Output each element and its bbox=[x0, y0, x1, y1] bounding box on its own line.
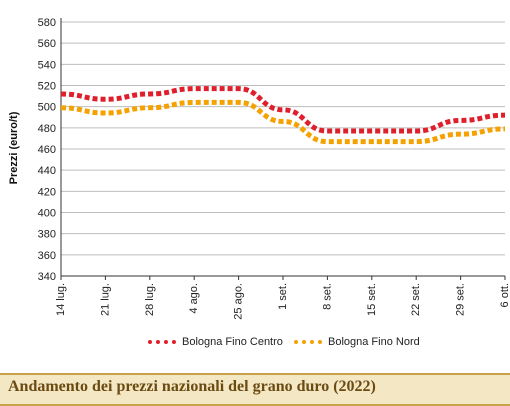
x-tick-label: 28 lug. bbox=[144, 283, 156, 316]
axes bbox=[60, 18, 505, 277]
y-tick-label: 440 bbox=[38, 165, 56, 177]
x-tick-label: 14 lug. bbox=[55, 283, 67, 316]
x-tick-label: 29 set. bbox=[455, 283, 467, 316]
x-tick-label: 4 ago. bbox=[188, 283, 200, 314]
legend-item-centro: Bologna Fino Centro bbox=[148, 330, 283, 354]
y-tick-label: 380 bbox=[38, 229, 56, 241]
y-tick-label: 400 bbox=[38, 208, 56, 220]
y-axis-label: Prezzi (euro/t) bbox=[8, 111, 20, 184]
y-tick-label: 580 bbox=[38, 17, 56, 29]
legend-swatch-centro bbox=[148, 340, 176, 344]
legend-label-nord: Bologna Fino Nord bbox=[328, 336, 420, 348]
y-tick-label: 420 bbox=[38, 186, 56, 198]
y-axis-ticks: 580 560 540 520 500 480 460 440 420 400 380 360 340 bbox=[38, 17, 56, 283]
y-tick-label: 480 bbox=[38, 123, 56, 135]
x-tick-label: 1 set. bbox=[277, 283, 289, 310]
y-tick-label: 360 bbox=[38, 250, 56, 262]
y-tick-label: 500 bbox=[38, 102, 56, 114]
y-tick-label: 540 bbox=[38, 59, 56, 71]
series-line-1 bbox=[60, 99, 506, 145]
x-tick-label: 6 ott. bbox=[499, 283, 510, 307]
x-tick-label: 25 ago. bbox=[233, 283, 245, 320]
x-tick-label: 8 set. bbox=[321, 283, 333, 310]
x-tick-label: 22 set. bbox=[410, 283, 422, 316]
line-chart: 580560540520500480460440420400380360340 … bbox=[8, 17, 510, 320]
legend-swatch-nord bbox=[294, 340, 322, 344]
x-tick-label: 21 lug. bbox=[99, 283, 111, 316]
series-line-0 bbox=[60, 86, 506, 134]
chart-title-bar: Andamento dei prezzi nazionali del grano… bbox=[0, 373, 510, 406]
y-tick-label: 460 bbox=[38, 144, 56, 156]
series-lines bbox=[60, 86, 506, 145]
legend: Bologna Fino Centro Bologna Fino Nord bbox=[0, 330, 510, 354]
x-tick-label: 15 set. bbox=[366, 283, 378, 316]
grid-lines bbox=[61, 21, 505, 256]
y-tick-label: 340 bbox=[38, 271, 56, 283]
x-axis-ticks: 14 lug. 21 lug. 28 lug. 4 ago. 25 ago. 1 set.… bbox=[55, 276, 510, 320]
y-tick-label: 560 bbox=[38, 38, 56, 50]
chart-title: Andamento dei prezzi nazionali del grano… bbox=[8, 378, 376, 395]
y-tick-label: 520 bbox=[38, 81, 56, 93]
legend-item-nord: Bologna Fino Nord bbox=[294, 330, 420, 354]
legend-label-centro: Bologna Fino Centro bbox=[182, 336, 283, 348]
